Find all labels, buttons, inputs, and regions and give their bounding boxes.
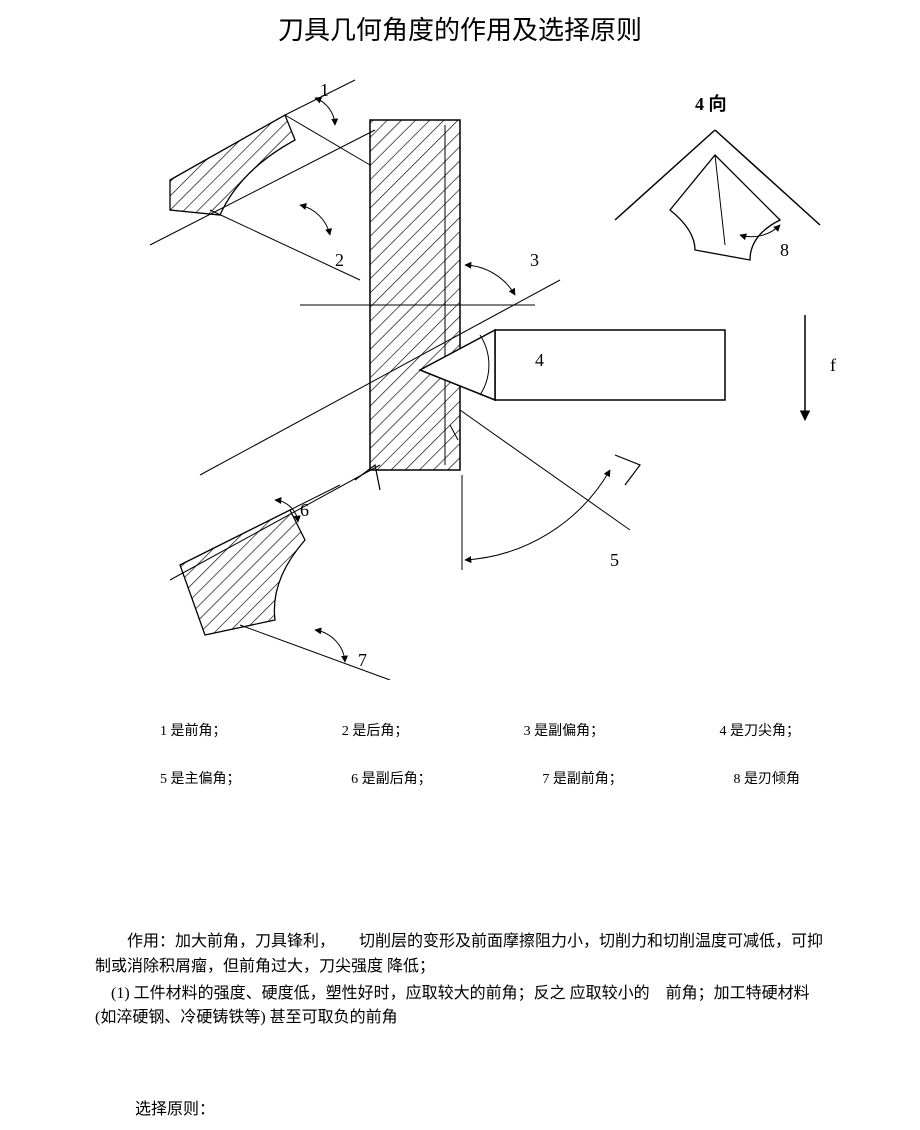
legend-item: 5 是主偏角； [160,768,241,788]
label-4: 4 [535,350,544,371]
legend-item: 6 是副后角； [351,768,432,788]
selection-principle-label: 选择原则： [135,1095,215,1119]
tool-geometry-diagram: 1 2 3 4 5 6 7 8 4 向 f [140,70,860,680]
label-7: 7 [358,650,367,671]
label-6: 6 [300,500,309,521]
label-5: 5 [610,550,619,571]
legend-item: 1 是前角； [160,720,227,740]
label-8: 8 [780,240,789,261]
legend-item: 3 是副偏角； [524,720,605,740]
label-2: 2 [335,250,344,271]
body-text: 作用：加大前角，刀具锋利， 切削层的变形及前面摩擦阻力小，切削力和切削温度可减低… [95,930,825,1031]
paragraph-rule-1: (1) 工件材料的强度、硬度低，塑性好时，应取较大的前角；反之 应取较小的 前角… [95,982,825,1032]
legend-item: 8 是刃倾角 [733,768,800,788]
legend: 1 是前角； 2 是后角； 3 是副偏角； 4 是刀尖角； 5 是主偏角； 6 … [160,720,800,816]
label-1: 1 [320,80,329,101]
label-3: 3 [530,250,539,271]
page-title: 刀具几何角度的作用及选择原则 [0,0,920,47]
legend-item: 7 是副前角； [542,768,623,788]
paragraph-effect: 作用：加大前角，刀具锋利， 切削层的变形及前面摩擦阻力小，切削力和切削温度可减低… [95,930,825,980]
legend-row: 1 是前角； 2 是后角； 3 是副偏角； 4 是刀尖角； [160,720,800,740]
label-4-view: 4 向 [695,90,727,116]
legend-row: 5 是主偏角； 6 是副后角； 7 是副前角； 8 是刃倾角 [160,768,800,788]
legend-item: 2 是后角； [342,720,409,740]
label-f: f [830,355,836,376]
legend-item: 4 是刀尖角； [719,720,800,740]
